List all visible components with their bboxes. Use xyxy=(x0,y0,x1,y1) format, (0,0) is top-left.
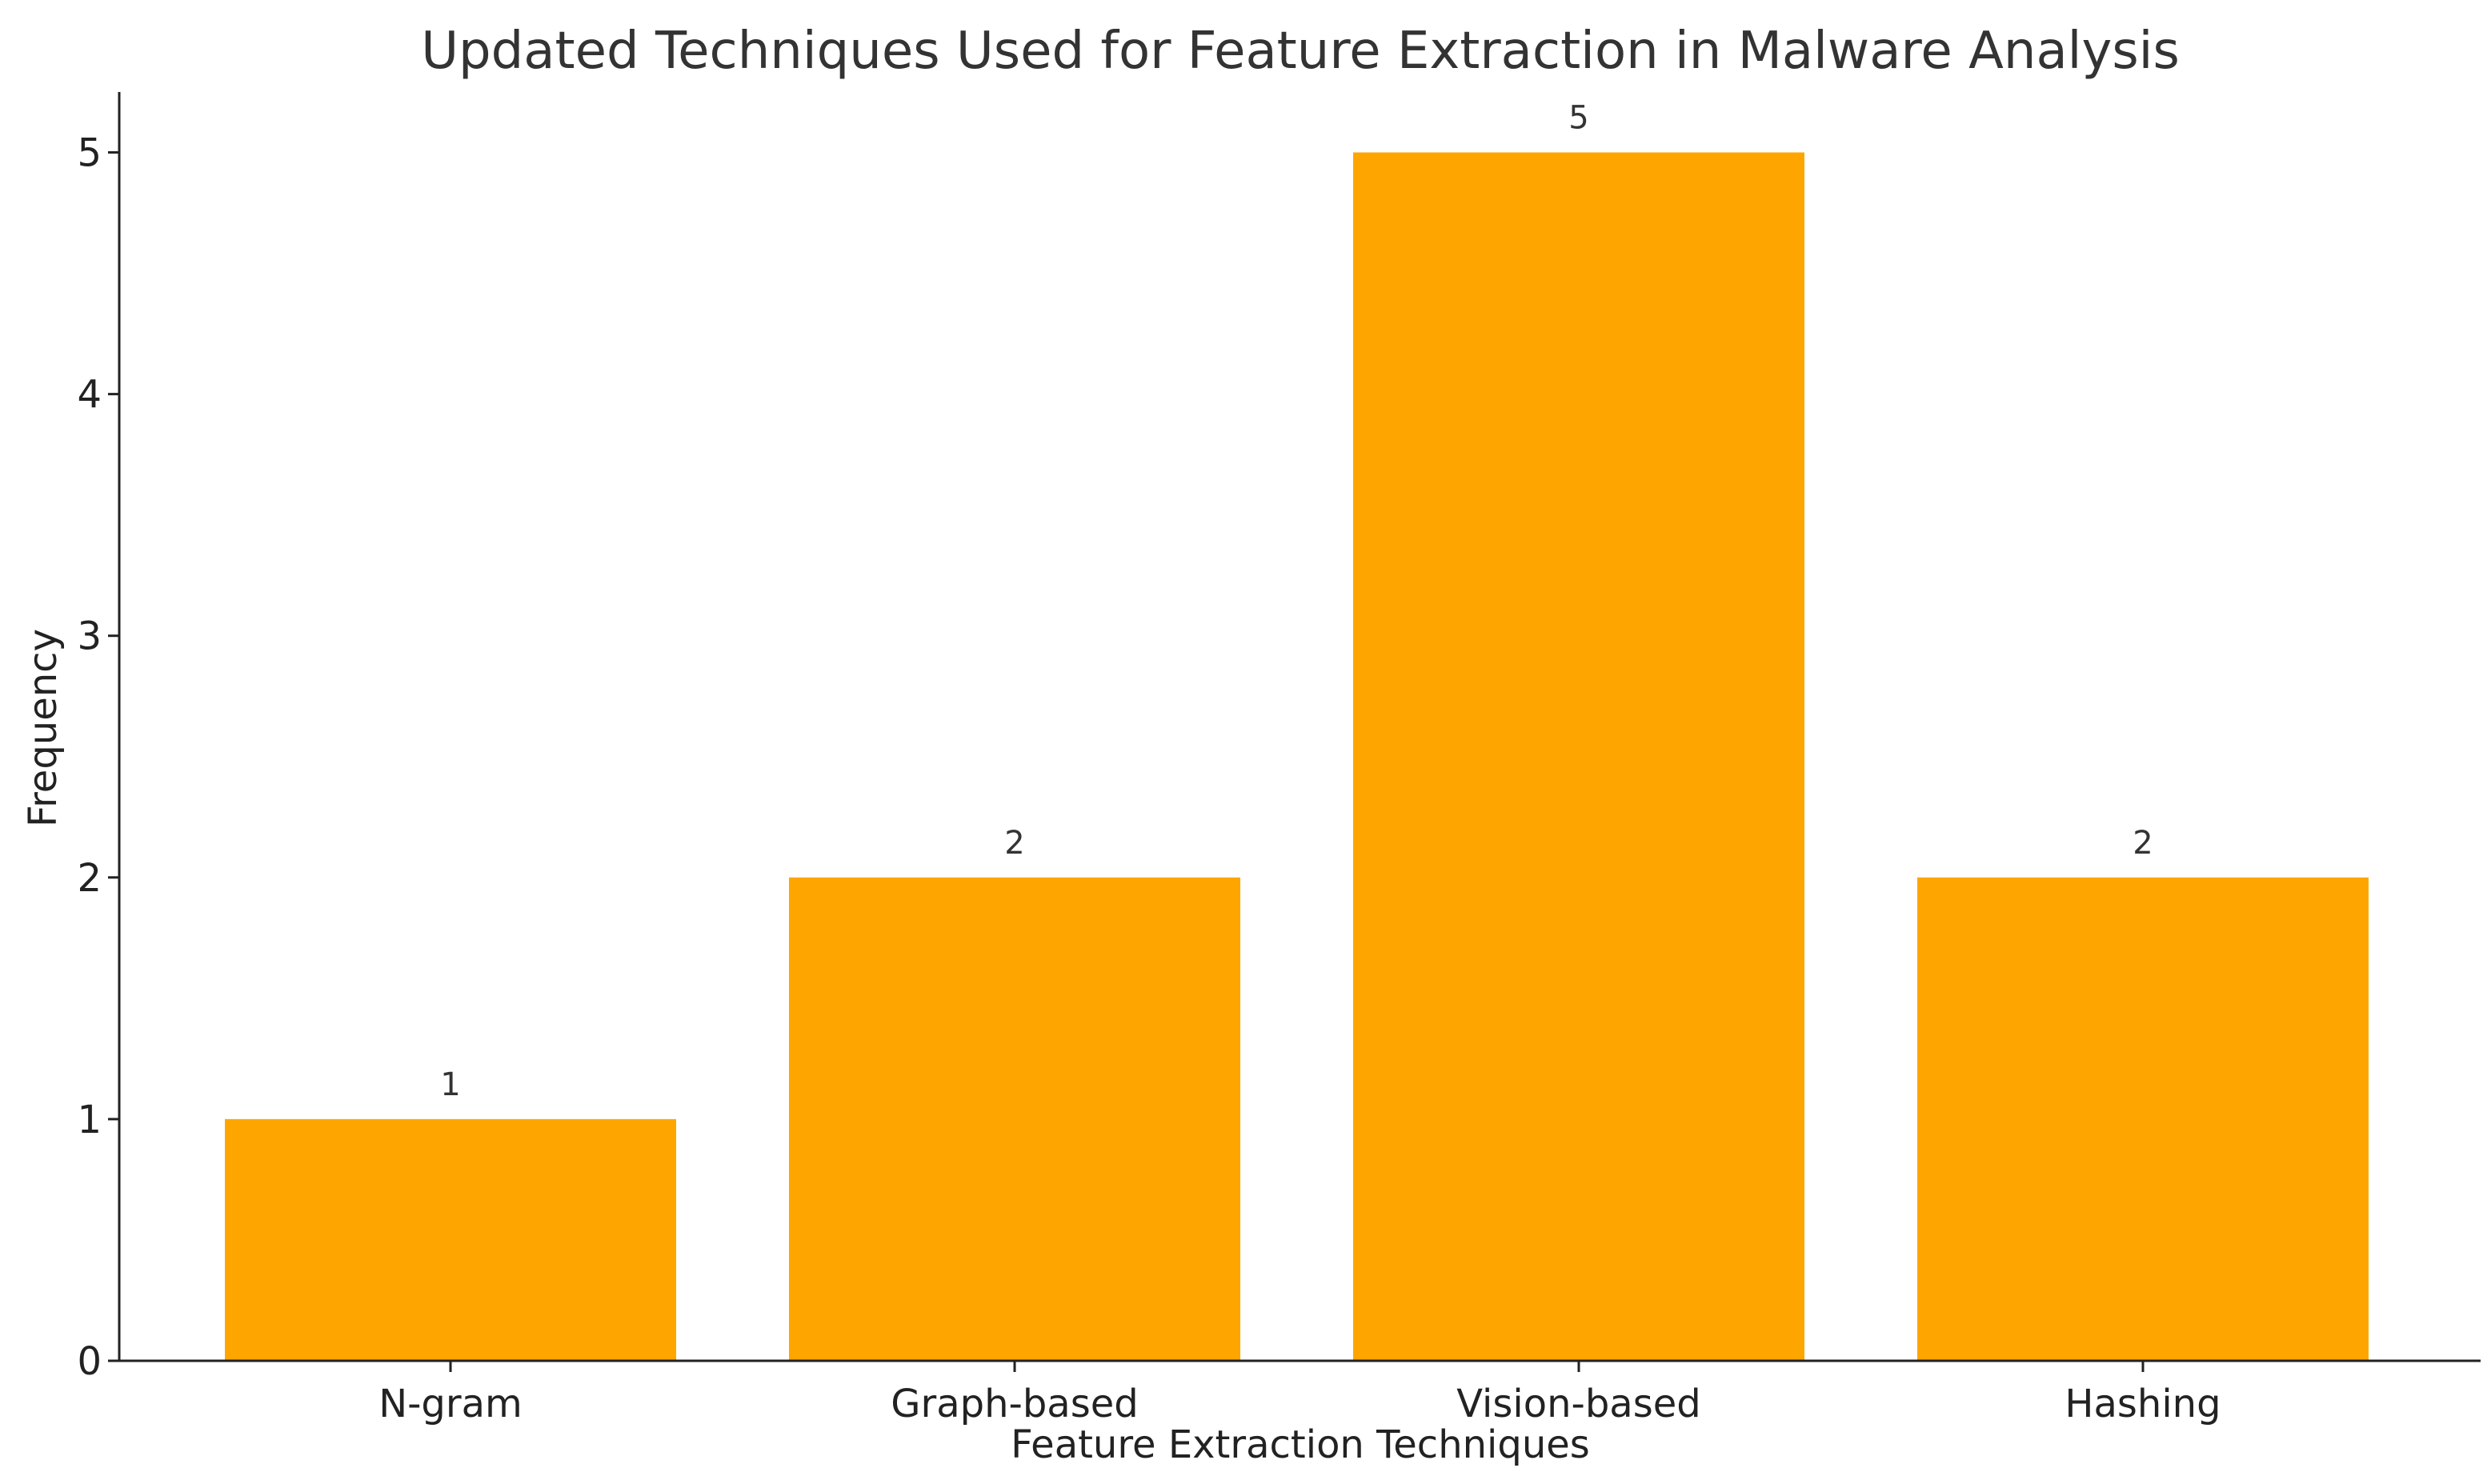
data-label: 2 xyxy=(2133,825,2153,862)
x-tick-label: Graph-based xyxy=(891,1382,1138,1426)
x-axis-label: Feature Extraction Techniques xyxy=(1011,1422,1590,1467)
bar-hashing xyxy=(1917,877,2369,1361)
x-axis-ticks: N-gram Graph-based Vision-based Hashing xyxy=(378,1361,2221,1426)
y-tick-label: 2 xyxy=(77,856,102,901)
data-labels-group: 1 2 5 2 xyxy=(440,100,2153,1103)
y-axis-ticks: 0 1 2 3 4 5 xyxy=(77,131,119,1384)
y-tick-label: 1 xyxy=(77,1098,102,1142)
y-tick-label: 5 xyxy=(77,131,102,176)
bar-graph-based xyxy=(789,877,1240,1361)
x-tick-label: N-gram xyxy=(378,1382,523,1426)
y-tick-label: 0 xyxy=(77,1339,102,1384)
y-axis-label: Frequency xyxy=(21,629,66,827)
bars-group xyxy=(225,152,2369,1361)
chart-title: Updated Techniques Used for Feature Extr… xyxy=(421,22,2180,81)
bar-n-gram xyxy=(225,1118,676,1361)
bar-vision-based xyxy=(1353,152,1804,1361)
data-label: 5 xyxy=(1568,100,1588,137)
x-tick-label: Vision-based xyxy=(1456,1382,1700,1426)
x-tick-label: Hashing xyxy=(2064,1382,2221,1426)
data-label: 2 xyxy=(1004,825,1024,862)
data-label: 1 xyxy=(440,1066,460,1103)
y-tick-label: 3 xyxy=(77,614,102,659)
y-tick-label: 4 xyxy=(77,373,102,418)
